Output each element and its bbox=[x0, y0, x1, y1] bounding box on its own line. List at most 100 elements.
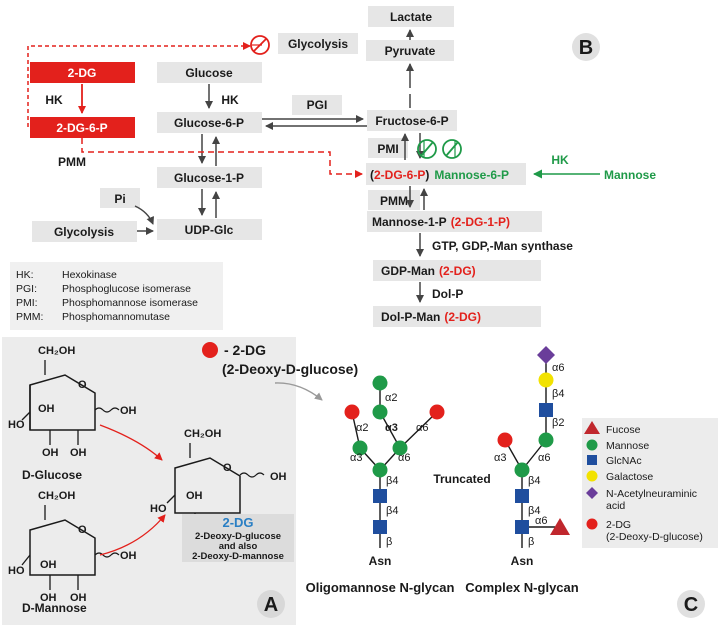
legend-mannose: Mannose bbox=[606, 440, 649, 452]
box-pgi bbox=[292, 95, 342, 115]
link-a2-top: α2 bbox=[385, 392, 397, 404]
2dg-desc-2: and also bbox=[219, 541, 258, 552]
key-2dg-title: - 2-DG bbox=[224, 342, 266, 358]
legend-glcnac-icon bbox=[587, 455, 597, 465]
label-pgi: PGI bbox=[307, 98, 328, 112]
box-glycolysis-top bbox=[278, 33, 358, 54]
mannose-core bbox=[372, 462, 388, 478]
panel-a-label: A bbox=[264, 594, 278, 616]
label-lactate: Lactate bbox=[390, 10, 432, 24]
link-a6: α6 bbox=[398, 452, 410, 464]
complex-label: Complex N-glycan bbox=[465, 580, 578, 595]
box-lactate bbox=[368, 6, 454, 27]
label-dol-p: Dol-P bbox=[432, 287, 463, 301]
box-gdp-man bbox=[373, 260, 541, 281]
legend-fucose-icon bbox=[584, 421, 600, 434]
2dg-ring-o: O bbox=[223, 462, 232, 474]
link-c-b4-2: β4 bbox=[528, 505, 540, 517]
legend-2dg-line1: 2-DG bbox=[606, 519, 631, 531]
mannose-oh-1: OH bbox=[40, 559, 57, 571]
legend-neuac-line2: acid bbox=[606, 500, 625, 512]
link-a6-right: α6 bbox=[416, 422, 428, 434]
label-hk-right: HK bbox=[551, 153, 569, 167]
box-dol-p-man bbox=[373, 306, 541, 327]
panel-b-badge bbox=[572, 33, 600, 61]
link-c-a6-top: α6 bbox=[552, 362, 564, 374]
mannose-oh-2: OH bbox=[70, 592, 87, 604]
link-a3: α3 bbox=[350, 452, 362, 464]
mannose-ring-o: O bbox=[78, 524, 87, 536]
box-glucose bbox=[157, 62, 262, 83]
mannose-oh-4: OH bbox=[40, 592, 57, 604]
label-2dg: 2-DG bbox=[68, 66, 97, 80]
link-c-a6: α6 bbox=[538, 452, 550, 464]
d-glucose-label: D-Glucose bbox=[22, 468, 82, 482]
glcnac-2 bbox=[373, 489, 387, 503]
box-2dg-6p bbox=[30, 117, 135, 138]
box-glucose-1p bbox=[157, 167, 262, 188]
arrow-pi-udp bbox=[134, 205, 154, 225]
2dg-c-left bbox=[497, 432, 513, 448]
panel-b: Lactate Pyruvate Glycolysis 2-DG 2-DG-6-… bbox=[10, 6, 656, 330]
glucose-oh-1: OH bbox=[42, 447, 59, 459]
inhibition-icon-glycolysis bbox=[250, 35, 270, 55]
label-pyruvate: Pyruvate bbox=[385, 44, 436, 58]
panel-a: CH₂OH O HO OH OH OH OH D-Glucose CH₂OH O… bbox=[2, 337, 296, 625]
2dg-ch2oh: CH₂OH bbox=[184, 428, 221, 440]
glcnac-1 bbox=[373, 520, 387, 534]
link-b4-1: β4 bbox=[386, 475, 398, 487]
legend-full-pmi: Phosphomannose isomerase bbox=[62, 297, 198, 309]
label-glycolysis-bottom: Glycolysis bbox=[54, 225, 114, 239]
mannose-top bbox=[372, 375, 388, 391]
glucose-oh-3: OH bbox=[120, 405, 137, 417]
complex-glycan: α6 β4 β2 α3 α6 β4 β4 α6 β Asn bbox=[494, 346, 570, 568]
link-b: β bbox=[386, 536, 392, 548]
link-c-a3: α3 bbox=[494, 452, 506, 464]
link-c-b4-1: β4 bbox=[528, 475, 540, 487]
2dg-oh-2: OH bbox=[270, 471, 287, 483]
label-pi: Pi bbox=[114, 192, 125, 206]
label-fructose-6p: Fructose-6-P bbox=[375, 114, 448, 128]
dashed-2dg6p-pmi bbox=[81, 138, 363, 178]
legend-abbr-hk: HK: bbox=[16, 269, 34, 281]
glucose-oh-4: OH bbox=[38, 403, 55, 415]
label-hk-left: HK bbox=[45, 93, 63, 107]
legend-neuac: N-Acetylneuraminic acid bbox=[606, 488, 697, 512]
box-pi bbox=[100, 188, 140, 208]
label-pmm-right: PMM bbox=[380, 194, 408, 208]
galactose-c bbox=[538, 372, 554, 388]
legend-glcnac: GlcNAc bbox=[606, 455, 642, 467]
mannose-c-right bbox=[538, 432, 554, 448]
oligomannose-label: Oligomannose N-glycan bbox=[306, 580, 455, 595]
label-mannose-6p: (2-DG-6-P) Mannose-6-P bbox=[370, 168, 509, 182]
legend-full-hk: Hexokinase bbox=[62, 269, 117, 281]
mannose-top-mid bbox=[372, 404, 388, 420]
legend-box-c bbox=[582, 418, 718, 548]
legend-fucose: Fucose bbox=[606, 424, 641, 436]
glucose-ho: HO bbox=[8, 419, 25, 431]
2dg-left bbox=[344, 404, 360, 420]
box-glucose-6p bbox=[157, 112, 262, 133]
label-pmm-left: PMM bbox=[58, 155, 86, 169]
2dg-structure: CH₂OH O HO OH OH HO bbox=[150, 428, 287, 541]
link-a3-mid: α3 bbox=[385, 422, 398, 434]
mannose-a3 bbox=[352, 440, 368, 456]
label-2dg-6p: 2-DG-6-P bbox=[56, 121, 107, 135]
label-gtp: GTP, GDP,-Man synthase bbox=[432, 239, 573, 253]
label-dol-p-man: Dol-P-Man (2-DG) bbox=[381, 310, 481, 324]
key-2dg-sub: (2-Deoxy-D-glucose) bbox=[222, 361, 358, 377]
link-c-a6-fuc: α6 bbox=[535, 515, 547, 527]
link-a2: α2 bbox=[356, 422, 368, 434]
glucose-ring-o: O bbox=[78, 379, 87, 391]
glcnac-c2 bbox=[515, 489, 529, 503]
link-c-b2: β2 bbox=[552, 417, 564, 429]
oligomannose-glycan: α2 α2 α3 α6 α3 α6 β4 β4 β Asn bbox=[344, 375, 445, 568]
panel-c-label: C bbox=[684, 594, 698, 616]
dashed-inhibition-path bbox=[27, 42, 251, 127]
legend-full-pgi: Phosphoglucose isomerase bbox=[62, 283, 191, 295]
label-glucose-1p: Glucose-1-P bbox=[174, 171, 244, 185]
mannose-a6 bbox=[392, 440, 408, 456]
link-c-b4-top: β4 bbox=[552, 388, 564, 400]
2dg-desc-1: 2-Deoxy-D-glucose bbox=[195, 531, 281, 542]
label-glycolysis-top: Glycolysis bbox=[288, 37, 348, 51]
